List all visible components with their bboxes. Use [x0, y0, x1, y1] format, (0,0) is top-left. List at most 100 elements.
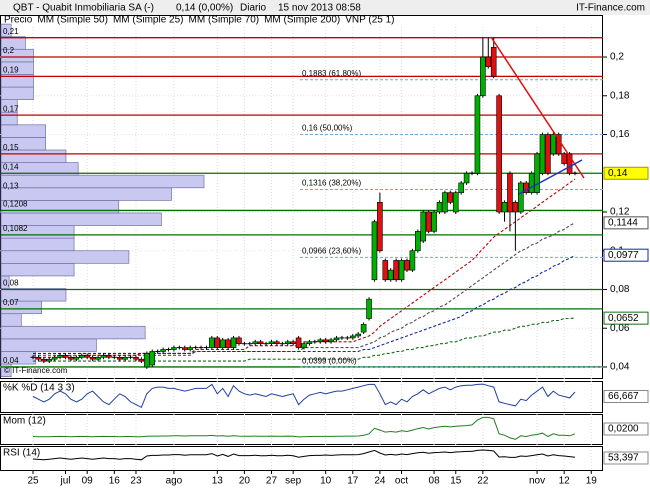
- candle-body: [106, 355, 112, 358]
- value-tag-label: 0,0200: [608, 424, 639, 435]
- candle-body: [171, 347, 177, 350]
- volume-profile-bar: [0, 86, 34, 100]
- volume-profile-bar: [0, 174, 205, 189]
- quote: 0,14 (0,00%): [176, 3, 233, 14]
- candle-body: [425, 211, 432, 232]
- candle-body: [78, 355, 85, 358]
- x-tick-label: 12: [559, 476, 571, 487]
- candle-body: [566, 153, 573, 174]
- value-tag: [603, 422, 649, 436]
- level-label: 0,21: [3, 27, 19, 36]
- candle-body: [68, 356, 74, 360]
- candle-body: [225, 339, 231, 348]
- candle-body: [268, 341, 275, 345]
- candle-body: [274, 341, 280, 345]
- candle-body: [100, 355, 107, 358]
- candle-body: [550, 134, 557, 155]
- candle-body: [317, 339, 324, 343]
- candle-body: [436, 202, 443, 213]
- indicator-name: %K %D (14 3 3): [3, 383, 75, 394]
- candle-body: [230, 337, 237, 348]
- candle-body: [284, 341, 291, 345]
- level-label: 0,14: [3, 162, 19, 171]
- candle-body: [355, 333, 362, 337]
- volume-profile-bar: [0, 237, 75, 252]
- level-label: 0,1208: [3, 200, 28, 209]
- fibonacci-label: 0,1883 (61,80%): [302, 69, 361, 78]
- watermark: © IT-Finance.com: [4, 366, 68, 375]
- x-tick-label: nov: [529, 476, 545, 487]
- value-tag: [603, 166, 649, 180]
- volume-profile-bar: [0, 187, 172, 201]
- value-tag: [603, 248, 649, 262]
- volume-profile-bar: [0, 338, 97, 352]
- candle-body: [73, 356, 80, 360]
- value-tag: [603, 390, 649, 403]
- candle-body: [295, 337, 302, 348]
- candle-body: [301, 343, 307, 348]
- level-label: 0,1082: [3, 224, 28, 233]
- candle-body: [420, 211, 427, 242]
- volume-profile-bar: [0, 36, 26, 50]
- volume-profile-bar: [0, 325, 146, 340]
- period: Diario: [240, 3, 267, 14]
- legend-entry: VNP (25 1): [345, 15, 394, 26]
- indicator-line: [32, 449, 576, 461]
- candle-body: [545, 134, 551, 174]
- candle-body: [62, 355, 69, 358]
- level-label: 0,08: [3, 279, 19, 288]
- candle-body: [480, 56, 486, 97]
- legend-entry: MM (Simple 200): [264, 15, 340, 26]
- candle-body: [257, 341, 264, 345]
- candle-body: [144, 353, 150, 368]
- value-tag: [603, 216, 649, 230]
- x-tick-label: 13: [212, 476, 224, 487]
- candle-body: [219, 339, 226, 348]
- x-tick-label: 08: [429, 476, 441, 487]
- x-tick-label: 17: [347, 476, 359, 487]
- candle-body: [236, 337, 242, 345]
- candle-body: [349, 335, 356, 339]
- moving-average-line: [33, 254, 576, 354]
- x-tick-label: oct: [395, 476, 409, 487]
- indicator-name: Mom (12): [3, 416, 46, 427]
- value-tag: [603, 451, 649, 465]
- x-tick-label: 27: [266, 476, 278, 487]
- candle-body: [474, 95, 481, 174]
- x-tick-label: 25: [27, 476, 39, 487]
- level-label: 0,13: [3, 182, 19, 191]
- moving-average-line: [33, 317, 576, 362]
- y-tick-label: 0,04: [610, 362, 630, 373]
- fibonacci-label: 0,16 (50,00%): [302, 124, 353, 133]
- candle-body: [507, 172, 513, 213]
- x-tick-label: 15: [450, 476, 462, 487]
- candle-body: [149, 351, 156, 366]
- candle-body: [214, 337, 221, 348]
- title: QBT - Quabit Inmobiliaria SA (-): [13, 3, 154, 14]
- value-tag-label: 0,1144: [608, 217, 638, 228]
- value-tag-label: 0,0977: [608, 250, 639, 261]
- value-tag-label: 53,397: [608, 453, 639, 464]
- volume-profile-bar: [0, 313, 22, 327]
- candle-body: [501, 202, 508, 213]
- candle-body: [539, 134, 546, 174]
- candle-body: [517, 182, 524, 213]
- candle-body: [41, 358, 47, 362]
- candle-body: [322, 339, 329, 343]
- volume-profile-bar: [0, 262, 75, 277]
- label-layer: 25 jul 09 16 23 ago 13 20 27 sep 10 17 24 oct 08 15 22 no…: [3, 15, 649, 487]
- level-label: 0,2: [3, 46, 15, 55]
- volume-profile-bar: [0, 250, 130, 264]
- level-label: 0,07: [3, 298, 19, 307]
- candle-body: [122, 356, 128, 360]
- candle-body: [409, 250, 416, 271]
- volume-profile-bar: [0, 124, 47, 138]
- candle-body: [89, 356, 96, 360]
- indicator-name: RSI (14): [3, 448, 40, 459]
- x-tick-label: 20: [239, 476, 251, 487]
- candle-body: [447, 192, 454, 203]
- x-tick-label: 19: [586, 476, 598, 487]
- candle-body: [387, 269, 394, 281]
- fibonacci-label: 0,1316 (38,20%): [302, 179, 361, 188]
